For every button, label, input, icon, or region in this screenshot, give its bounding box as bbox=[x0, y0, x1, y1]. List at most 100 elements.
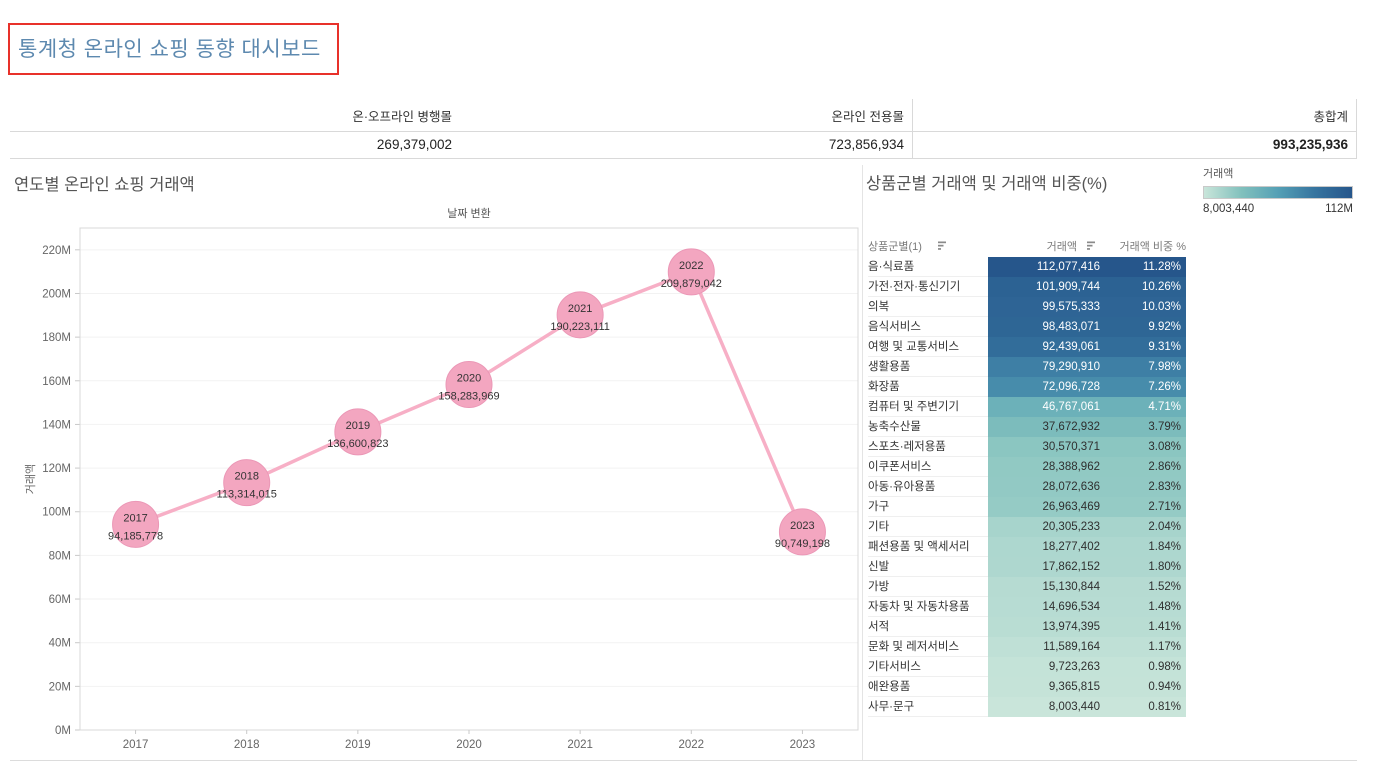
cell-amount[interactable]: 26,963,469 bbox=[988, 497, 1106, 517]
cell-share[interactable]: 9.31% bbox=[1106, 337, 1186, 357]
cell-category[interactable]: 화장품 bbox=[868, 377, 988, 397]
cell-amount[interactable]: 17,862,152 bbox=[988, 557, 1106, 577]
cell-share[interactable]: 0.81% bbox=[1106, 697, 1186, 717]
cell-amount[interactable]: 99,575,333 bbox=[988, 297, 1106, 317]
cell-category[interactable]: 사무·문구 bbox=[868, 697, 988, 717]
column-header-category[interactable]: 상품군별(1) bbox=[868, 238, 988, 254]
cell-amount[interactable]: 9,365,815 bbox=[988, 677, 1106, 697]
cell-share[interactable]: 2.83% bbox=[1106, 477, 1186, 497]
data-point-2022[interactable] bbox=[667, 248, 715, 296]
column-header-category-label: 상품군별(1) bbox=[868, 241, 922, 253]
cell-category[interactable]: 기타 bbox=[868, 517, 988, 537]
cell-amount[interactable]: 20,305,233 bbox=[988, 517, 1106, 537]
cell-category[interactable]: 애완용품 bbox=[868, 677, 988, 697]
table-row: 생활용품 79,290,910 7.98% bbox=[868, 357, 1188, 377]
cell-amount[interactable]: 101,909,744 bbox=[988, 277, 1106, 297]
cell-amount[interactable]: 8,003,440 bbox=[988, 697, 1106, 717]
cell-amount[interactable]: 28,072,636 bbox=[988, 477, 1106, 497]
sort-icon[interactable] bbox=[1087, 241, 1096, 251]
cell-amount[interactable]: 9,723,263 bbox=[988, 657, 1106, 677]
data-point-2021[interactable] bbox=[556, 291, 604, 339]
data-point-2018[interactable] bbox=[223, 459, 271, 507]
cell-amount[interactable]: 72,096,728 bbox=[988, 377, 1106, 397]
data-point-2023[interactable] bbox=[778, 508, 826, 556]
column-header-amount[interactable]: 거래액 bbox=[988, 238, 1106, 254]
cell-category[interactable]: 자동차 및 자동차용품 bbox=[868, 597, 988, 617]
cell-category[interactable]: 생활용품 bbox=[868, 357, 988, 377]
cell-category[interactable]: 가방 bbox=[868, 577, 988, 597]
column-header-share[interactable]: 거래액 비중 % bbox=[1106, 238, 1187, 254]
mark-label-year: 2017 bbox=[123, 512, 147, 524]
cell-category[interactable]: 기타서비스 bbox=[868, 657, 988, 677]
cell-share[interactable]: 1.84% bbox=[1106, 537, 1186, 557]
cell-share[interactable]: 0.98% bbox=[1106, 657, 1186, 677]
cell-share[interactable]: 2.04% bbox=[1106, 517, 1186, 537]
cell-share[interactable]: 1.52% bbox=[1106, 577, 1186, 597]
cell-amount[interactable]: 79,290,910 bbox=[988, 357, 1106, 377]
cell-amount[interactable]: 11,589,164 bbox=[988, 637, 1106, 657]
color-legend: 거래액 8,003,440 112M bbox=[1203, 165, 1353, 215]
cell-share[interactable]: 3.79% bbox=[1106, 417, 1186, 437]
cell-amount[interactable]: 28,388,962 bbox=[988, 457, 1106, 477]
x-tick-label: 2017 bbox=[123, 739, 149, 751]
sort-icon[interactable] bbox=[937, 241, 947, 251]
data-point-2020[interactable] bbox=[445, 361, 493, 409]
cell-category[interactable]: 가전·전자·통신기기 bbox=[868, 277, 988, 297]
data-point-2019[interactable] bbox=[334, 408, 382, 456]
cell-amount[interactable]: 18,277,402 bbox=[988, 537, 1106, 557]
y-tick-label: 220M bbox=[42, 245, 71, 257]
cell-share[interactable]: 7.26% bbox=[1106, 377, 1186, 397]
cell-category[interactable]: 패션용품 및 액세서리 bbox=[868, 537, 988, 557]
cell-share[interactable]: 2.71% bbox=[1106, 497, 1186, 517]
cell-amount[interactable]: 37,672,932 bbox=[988, 417, 1106, 437]
mark-label-year: 2018 bbox=[234, 471, 258, 483]
cell-share[interactable]: 9.92% bbox=[1106, 317, 1186, 337]
x-tick-label: 2022 bbox=[678, 739, 704, 751]
cell-share[interactable]: 4.71% bbox=[1106, 397, 1186, 417]
cell-share[interactable]: 1.48% bbox=[1106, 597, 1186, 617]
mark-label-value: 136,600,823 bbox=[327, 438, 388, 450]
cell-share[interactable]: 2.86% bbox=[1106, 457, 1186, 477]
line-chart: 날짜 변환 0M 20M 40M 60M 80M 100M 120M 140M 160M 180M 2… bbox=[24, 207, 859, 751]
cell-share[interactable]: 1.17% bbox=[1106, 637, 1186, 657]
cell-category[interactable]: 이쿠폰서비스 bbox=[868, 457, 988, 477]
data-point-2017[interactable] bbox=[112, 500, 160, 548]
cell-amount[interactable]: 46,767,061 bbox=[988, 397, 1106, 417]
cell-category[interactable]: 스포츠·레저용품 bbox=[868, 437, 988, 457]
cell-share[interactable]: 1.80% bbox=[1106, 557, 1186, 577]
table-row: 가전·전자·통신기기 101,909,744 10.26% bbox=[868, 277, 1188, 297]
mark-label-year: 2021 bbox=[568, 303, 592, 315]
cell-category[interactable]: 아동·유아용품 bbox=[868, 477, 988, 497]
cell-amount[interactable]: 112,077,416 bbox=[988, 257, 1106, 277]
cell-category[interactable]: 음식서비스 bbox=[868, 317, 988, 337]
cell-amount[interactable]: 13,974,395 bbox=[988, 617, 1106, 637]
cell-category[interactable]: 여행 및 교통서비스 bbox=[868, 337, 988, 357]
cell-category[interactable]: 신발 bbox=[868, 557, 988, 577]
cell-amount[interactable]: 30,570,371 bbox=[988, 437, 1106, 457]
cell-share[interactable]: 3.08% bbox=[1106, 437, 1186, 457]
x-tick-label: 2019 bbox=[345, 739, 371, 751]
cell-amount[interactable]: 98,483,071 bbox=[988, 317, 1106, 337]
cell-amount[interactable]: 14,696,534 bbox=[988, 597, 1106, 617]
cell-share[interactable]: 10.26% bbox=[1106, 277, 1186, 297]
cell-category[interactable]: 의복 bbox=[868, 297, 988, 317]
cell-share[interactable]: 11.28% bbox=[1106, 257, 1186, 277]
cell-category[interactable]: 서적 bbox=[868, 617, 988, 637]
mark-label-value: 94,185,778 bbox=[108, 530, 163, 542]
product-table-header: 상품군별(1) 거래액 거래액 비중 % bbox=[868, 235, 1188, 257]
mark-label-year: 2020 bbox=[457, 373, 481, 385]
cell-category[interactable]: 농축수산물 bbox=[868, 417, 988, 437]
cell-share[interactable]: 0.94% bbox=[1106, 677, 1186, 697]
cell-category[interactable]: 가구 bbox=[868, 497, 988, 517]
cell-share[interactable]: 10.03% bbox=[1106, 297, 1186, 317]
y-tick-label: 180M bbox=[42, 332, 71, 344]
cell-share[interactable]: 1.41% bbox=[1106, 617, 1186, 637]
cell-category[interactable]: 문화 및 레저서비스 bbox=[868, 637, 988, 657]
cell-category[interactable]: 컴퓨터 및 주변기기 bbox=[868, 397, 988, 417]
table-row: 사무·문구 8,003,440 0.81% bbox=[868, 697, 1188, 717]
cell-amount[interactable]: 92,439,061 bbox=[988, 337, 1106, 357]
cell-category[interactable]: 음·식료품 bbox=[868, 257, 988, 277]
y-axis-title: 거래액 bbox=[24, 464, 37, 494]
cell-share[interactable]: 7.98% bbox=[1106, 357, 1186, 377]
cell-amount[interactable]: 15,130,844 bbox=[988, 577, 1106, 597]
